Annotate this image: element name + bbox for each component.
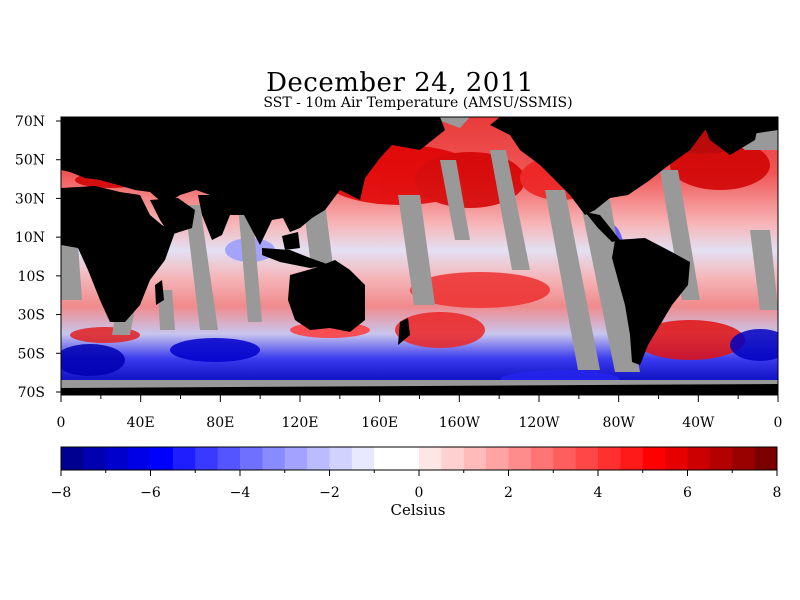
lat-label: 30S: [18, 308, 45, 324]
colorbar-swatch: [172, 447, 196, 470]
colorbar-swatch: [575, 447, 599, 470]
lon-label: 160E: [361, 415, 398, 431]
lon-label: 120W: [518, 415, 560, 431]
colorbar: −8 −6 −4 −2 0 2 4 6 8: [51, 446, 782, 501]
colorbar-tick-label: 0: [415, 485, 424, 501]
lon-label: 40E: [127, 415, 155, 431]
colorbar-swatch: [195, 447, 219, 470]
colorbar-swatch: [687, 447, 711, 470]
colorbar-title: Celsius: [390, 501, 446, 519]
colorbar-tick-label: −2: [319, 485, 340, 501]
colorbar-swatch: [351, 447, 375, 470]
land-arabia: [150, 198, 195, 235]
land-greenland: [700, 117, 760, 155]
colorbar-swatch: [598, 447, 621, 470]
land-indonesia: [262, 248, 330, 268]
land-india: [198, 195, 232, 240]
land-japan: [345, 165, 356, 190]
map-area: [61, 117, 778, 395]
lat-label: 50S: [18, 346, 45, 362]
land-new-zealand: [398, 318, 410, 345]
lat-label: 30N: [15, 191, 45, 207]
colorbar-swatch: [83, 447, 107, 470]
land-madagascar: [155, 280, 164, 305]
colorbar-swatch: [419, 447, 442, 470]
lon-label: 160W: [439, 415, 481, 431]
lon-label: 80W: [603, 415, 636, 431]
colorbar-tick-label: −8: [51, 485, 72, 501]
land-africa: [61, 186, 175, 322]
land-australia: [288, 260, 365, 332]
land-iceland: [62, 146, 80, 158]
map-title: December 24, 2011: [266, 68, 534, 98]
land-eurasia: [61, 117, 445, 245]
colorbar-tick-label: 6: [683, 485, 692, 501]
colorbar-swatch: [307, 447, 330, 470]
colorbar-swatch: [620, 447, 644, 470]
colorbar-swatch: [329, 447, 353, 470]
land-south-america: [612, 238, 690, 365]
land-antarctica: [61, 384, 778, 395]
colorbar-swatch: [374, 447, 398, 470]
lon-label: 0: [57, 415, 66, 431]
lat-label: 10N: [15, 230, 45, 246]
colorbar-swatch: [508, 447, 532, 470]
lat-label: 10S: [18, 269, 45, 285]
lat-label: 70N: [15, 114, 45, 130]
land-north-america: [490, 117, 778, 215]
colorbar-swatch: [240, 447, 263, 470]
colorbar-swatch: [486, 447, 509, 470]
land-borneo: [282, 232, 300, 250]
colorbar-swatch: [284, 447, 308, 470]
colorbar-swatch: [553, 447, 577, 470]
colorbar-tick-label: −4: [230, 485, 251, 501]
land-masses: [61, 117, 778, 395]
colorbar-tick-label: 2: [504, 485, 513, 501]
colorbar-swatch: [396, 447, 420, 470]
colorbar-swatch: [732, 447, 756, 470]
colorbar-swatch: [262, 447, 286, 470]
lon-label: 0: [774, 415, 783, 431]
land-central-america: [585, 212, 620, 242]
colorbar-tick-label: 8: [773, 485, 782, 501]
lon-label: 40W: [682, 415, 715, 431]
colorbar-swatch: [530, 447, 554, 470]
longitude-axis: 0 40E 80E 120E 160E 160W 120W 80W 40W 0: [57, 395, 783, 431]
lon-label: 120E: [282, 415, 319, 431]
colorbar-tick-label: −6: [140, 485, 161, 501]
colorbar-swatch: [463, 447, 487, 470]
colorbar-swatch: [61, 447, 84, 470]
colorbar-swatch: [642, 447, 666, 470]
colorbar-tick-label: 4: [594, 485, 603, 501]
colorbar-swatch: [150, 447, 174, 470]
colorbar-swatch: [709, 447, 733, 470]
colorbar-swatch: [665, 447, 688, 470]
lat-label: 70S: [18, 385, 45, 401]
colorbar-swatch: [217, 447, 241, 470]
colorbar-swatch: [105, 447, 129, 470]
lon-label: 80E: [206, 415, 234, 431]
colorbar-swatch: [128, 447, 151, 470]
map-subtitle: SST - 10m Air Temperature (AMSU/SSMIS): [263, 95, 573, 111]
colorbar-swatch: [754, 447, 778, 470]
latitude-axis: 70N 50N 30N 10N 10S 30S 50S 70S: [15, 114, 61, 401]
lat-label: 50N: [15, 153, 45, 169]
colorbar-swatch: [441, 447, 465, 470]
